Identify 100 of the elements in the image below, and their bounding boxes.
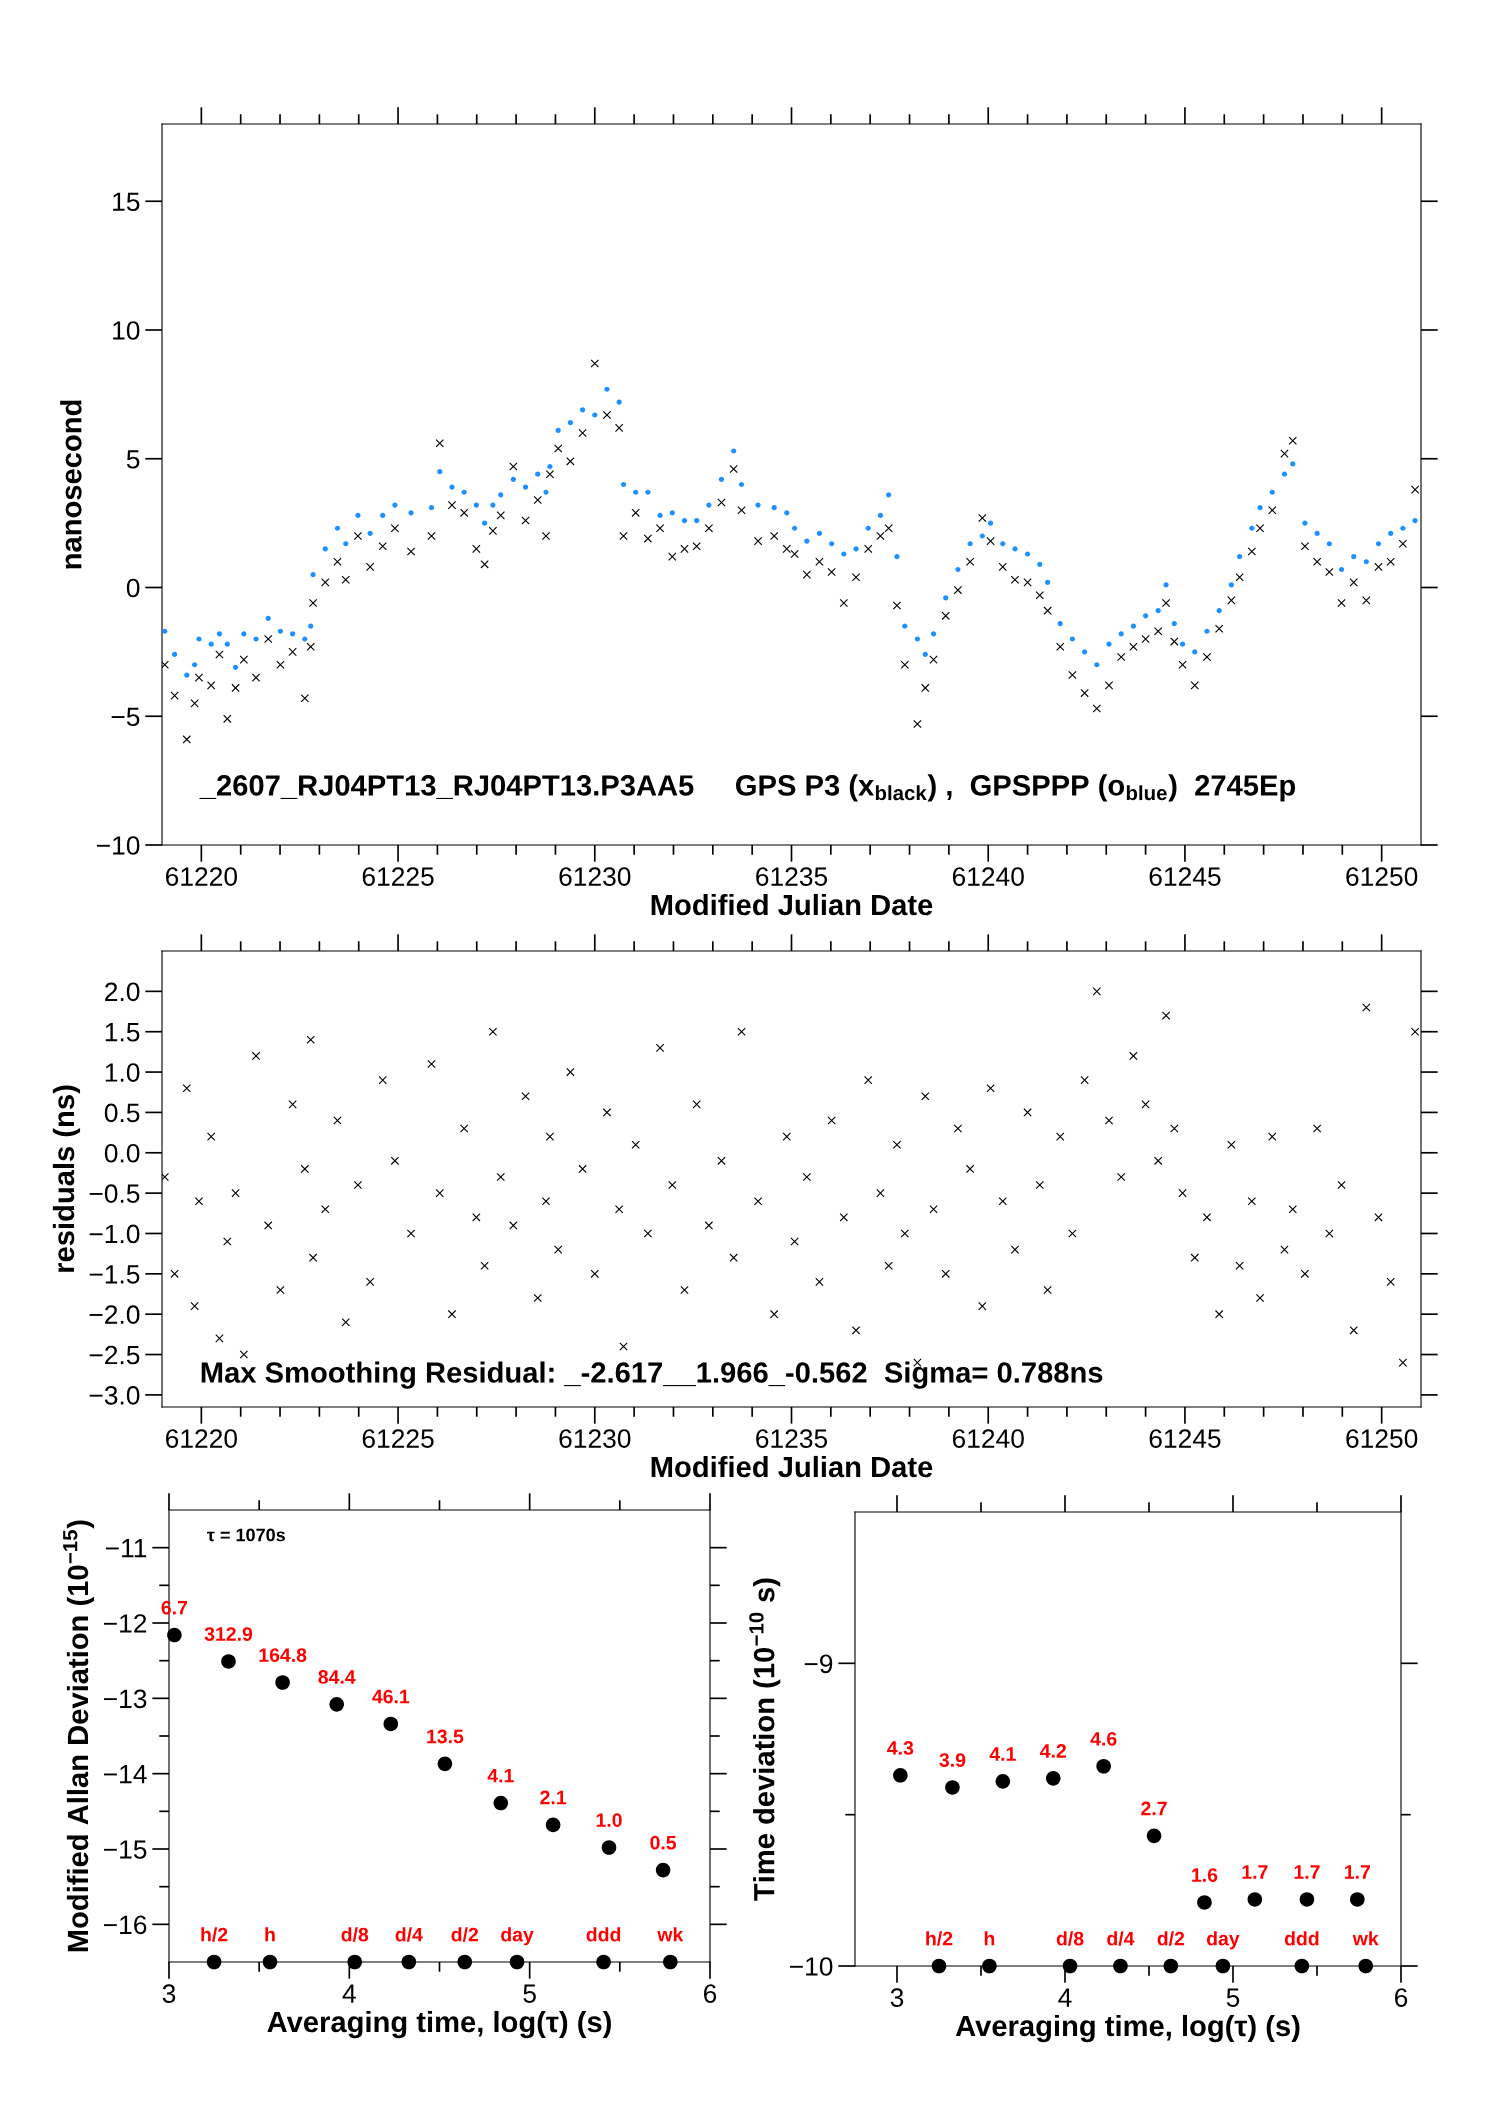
y-tick-label: −11 [105, 1539, 147, 1558]
y-tick-label: 0.5 [104, 1103, 140, 1123]
y-axis-title: residuals (ns) [52, 1085, 81, 1272]
y-tick-label: 0.0 [104, 1143, 140, 1163]
annotation: τ = 1070s [207, 1528, 285, 1542]
annotation: d/4 [1107, 1931, 1135, 1946]
y-tick-label: −5 [111, 707, 140, 727]
x-tick-label: 61240 [952, 1429, 1024, 1448]
point [1163, 1958, 1179, 1974]
y-tick-label: −3.0 [89, 1386, 140, 1405]
annotation: ddd [1284, 1931, 1319, 1946]
annotation: 2.7 [1141, 1801, 1167, 1816]
annotation: day [501, 1927, 534, 1946]
annotation: 1.7 [1294, 1865, 1320, 1879]
x-tick-label: 61245 [1149, 1429, 1221, 1448]
annotation: 4.3 [887, 1741, 914, 1755]
point [1299, 1892, 1315, 1907]
x-tick-label: 61230 [559, 867, 631, 886]
annotation: day [1206, 1931, 1240, 1950]
y-tick-label: 1.5 [105, 1023, 140, 1042]
x-tick-label: 61220 [166, 1429, 238, 1448]
point [945, 1780, 960, 1795]
point [221, 1654, 236, 1669]
annotation: d/4 [395, 1927, 423, 1942]
y-tick-label: −10 [790, 1957, 833, 1976]
y-tick-label: −2.0 [89, 1305, 140, 1325]
point [931, 1958, 947, 1974]
x-tick-label: 5 [523, 1984, 536, 2003]
annotation: d/8 [341, 1927, 369, 1942]
point [275, 1675, 290, 1690]
annotation: 4.1 [487, 1768, 514, 1783]
point [1350, 1892, 1365, 1907]
point [1113, 1958, 1128, 1974]
point [893, 1768, 908, 1783]
annotation: 164.8 [259, 1648, 307, 1662]
y-tick-label: −2.5 [89, 1345, 140, 1365]
point [1358, 1958, 1373, 1974]
point [347, 1954, 363, 1970]
annotation: h/2 [201, 1927, 228, 1942]
point [457, 1954, 473, 1970]
x-tick-label: 61245 [1149, 867, 1221, 886]
point [262, 1954, 278, 1970]
annotation: 1.0 [596, 1813, 622, 1827]
y-axis-title: nanosecond [60, 400, 82, 569]
annotation: 1.6 [1192, 1868, 1218, 1882]
y-tick-label: −10 [97, 836, 140, 855]
point [995, 1774, 1011, 1789]
annotation: 84.4 [318, 1670, 356, 1684]
y-tick-label: −15 [104, 1840, 147, 1859]
point [663, 1954, 678, 1970]
x-tick-label: 61250 [1346, 867, 1418, 886]
x-axis-title: Averaging time, log(τ) (s) [955, 2014, 1300, 2043]
annotation: 4.2 [1040, 1744, 1066, 1758]
y-tick-label: 2.0 [105, 982, 140, 1002]
point [437, 1756, 453, 1772]
y-axis-title: Modified Allan Deviation (10$^{−15}$) [63, 1520, 95, 1952]
y-tick-label: −14 [104, 1765, 147, 1784]
y-tick-label: −1.5 [89, 1265, 140, 1284]
y-tick-label: 0 [126, 578, 140, 598]
x-axis-title: Modified Julian Date [651, 1455, 933, 1478]
point [206, 1954, 222, 1970]
annotation: Max Smoothing Residual: _-2.617__1.966_-0.562 Sigma= 0.788ns [201, 1361, 1103, 1389]
y-tick-label: −0.5 [89, 1184, 140, 1203]
x-tick-label: 61250 [1346, 1429, 1418, 1448]
point [596, 1954, 611, 1970]
y-tick-label: −9 [804, 1654, 833, 1674]
annotation: 312.9 [204, 1627, 253, 1641]
y-tick-label: −12 [104, 1614, 147, 1633]
x-tick-label: 3 [162, 1984, 176, 2003]
annotation: wk [657, 1927, 684, 1942]
y-tick-label: 10 [113, 321, 140, 340]
x-tick-label: 61230 [559, 1429, 631, 1448]
x-tick-label: 61220 [166, 867, 238, 886]
point [401, 1954, 417, 1970]
point [655, 1862, 671, 1878]
x-axis-title: Modified Julian Date [651, 893, 933, 916]
annotation: 1.7 [1242, 1865, 1268, 1879]
annotation: ddd [586, 1927, 621, 1942]
x-tick-label: 61225 [362, 1429, 434, 1448]
point [982, 1958, 997, 1974]
x-tick-label: 61235 [756, 1429, 828, 1448]
y-axis-title: Time deviation (10$^{−10}$ s) [749, 1578, 781, 1901]
annotation: h/2 [926, 1931, 953, 1946]
annotation: _2607_RJ04PT13_RJ04PT13.P3AA5 GPS P3 (x$_{black}$) , GPSPPP (o$_{blue}$) 2745Ep [199, 774, 1296, 802]
x-tick-label: 3 [890, 1988, 904, 2007]
annotation: wk [1352, 1931, 1379, 1946]
annotation: 3.9 [939, 1753, 966, 1767]
annotation: 46.1 [372, 1689, 410, 1704]
y-tick-label: −1.0 [89, 1224, 140, 1244]
point [1294, 1958, 1310, 1974]
annotation: 2.1 [540, 1790, 567, 1805]
x-tick-label: 61235 [756, 867, 828, 886]
x-axis-title: Averaging time, log(τ) (s) [267, 2010, 611, 2039]
x-tick-label: 4 [342, 1984, 356, 2003]
annotation: d/2 [451, 1927, 479, 1942]
point [383, 1716, 399, 1732]
point [493, 1795, 509, 1811]
point [329, 1697, 344, 1712]
annotation: 0.5 [650, 1835, 677, 1850]
y-tick-label: 5 [126, 450, 140, 469]
